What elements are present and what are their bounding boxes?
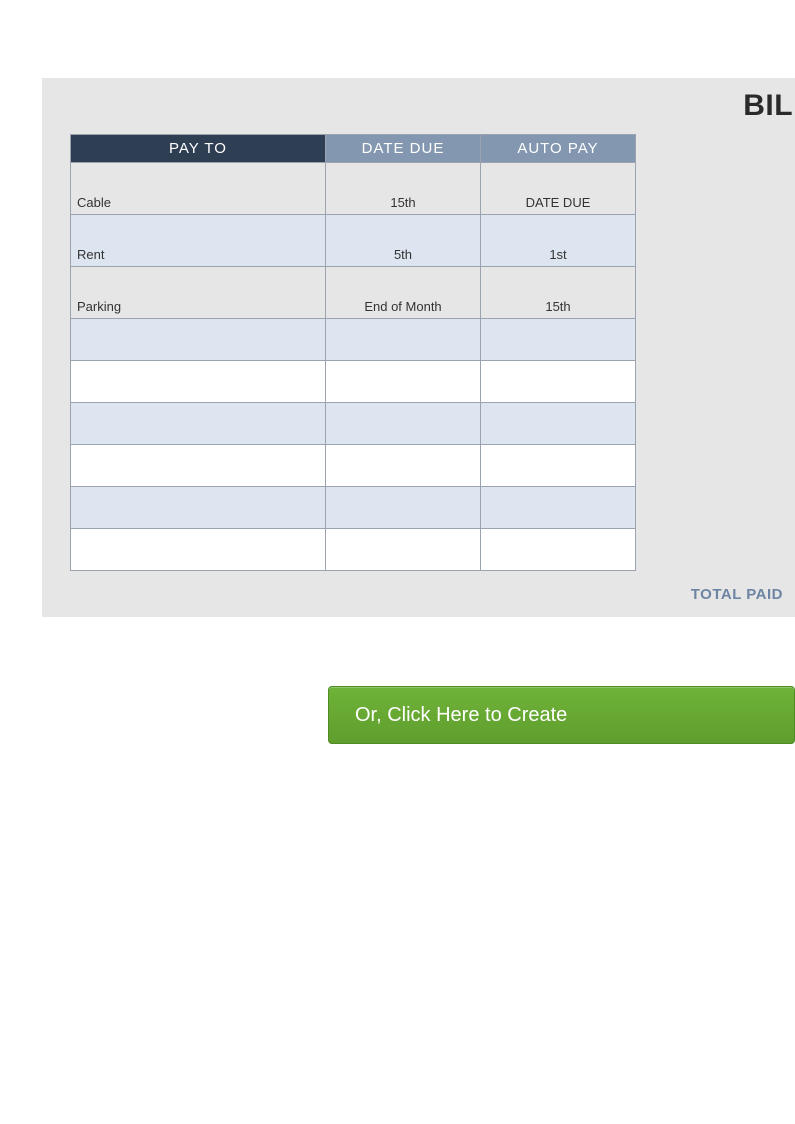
cell-empty[interactable] — [481, 445, 636, 487]
cell-empty[interactable] — [71, 361, 326, 403]
cell-empty[interactable] — [481, 319, 636, 361]
table-row: Cable15thDATE DUE — [71, 163, 636, 215]
cell-empty[interactable] — [481, 529, 636, 571]
cell-empty[interactable] — [71, 529, 326, 571]
table-row-empty — [71, 319, 636, 361]
cell-empty[interactable] — [481, 361, 636, 403]
cell-empty[interactable] — [71, 487, 326, 529]
table-row: ParkingEnd of Month15th — [71, 267, 636, 319]
col-header-autopay: AUTO PAY — [481, 135, 636, 163]
table-header-row: PAY TO DATE DUE AUTO PAY — [71, 135, 636, 163]
cell-autopay[interactable]: 1st — [481, 215, 636, 267]
table-row-empty — [71, 445, 636, 487]
cell-payto[interactable]: Parking — [71, 267, 326, 319]
sheet-title: BILL I — [743, 89, 795, 123]
cell-empty[interactable] — [326, 319, 481, 361]
bill-table: PAY TO DATE DUE AUTO PAY Cable15thDATE D… — [70, 134, 636, 571]
cell-autopay[interactable]: 15th — [481, 267, 636, 319]
cell-payto[interactable]: Rent — [71, 215, 326, 267]
create-button[interactable]: Or, Click Here to Create — [328, 686, 795, 744]
col-header-payto: PAY TO — [71, 135, 326, 163]
table-row-empty — [71, 361, 636, 403]
cell-payto[interactable]: Cable — [71, 163, 326, 215]
cell-empty[interactable] — [71, 403, 326, 445]
cell-datedue[interactable]: End of Month — [326, 267, 481, 319]
cell-empty[interactable] — [481, 487, 636, 529]
cell-empty[interactable] — [326, 487, 481, 529]
table-row-empty — [71, 529, 636, 571]
cell-empty[interactable] — [71, 319, 326, 361]
cell-empty[interactable] — [326, 529, 481, 571]
cell-empty[interactable] — [326, 403, 481, 445]
cell-empty[interactable] — [71, 445, 326, 487]
cell-empty[interactable] — [481, 403, 636, 445]
cell-empty[interactable] — [326, 445, 481, 487]
footer-row: TOTAL PAID — [42, 571, 795, 617]
cell-datedue[interactable]: 15th — [326, 163, 481, 215]
total-paid-label: TOTAL PAID — [691, 586, 783, 603]
table-row-empty — [71, 487, 636, 529]
sheet-title-row: BILL I — [42, 78, 795, 134]
cell-empty[interactable] — [326, 361, 481, 403]
table-body: Cable15thDATE DUERent5th1stParkingEnd of… — [71, 163, 636, 571]
create-button-label: Or, Click Here to Create — [355, 704, 567, 727]
spreadsheet-panel: BILL I PAY TO DATE DUE AUTO PAY Cable15t… — [42, 78, 795, 617]
col-header-datedue: DATE DUE — [326, 135, 481, 163]
cell-datedue[interactable]: 5th — [326, 215, 481, 267]
table-row: Rent5th1st — [71, 215, 636, 267]
table-row-empty — [71, 403, 636, 445]
cell-autopay[interactable]: DATE DUE — [481, 163, 636, 215]
